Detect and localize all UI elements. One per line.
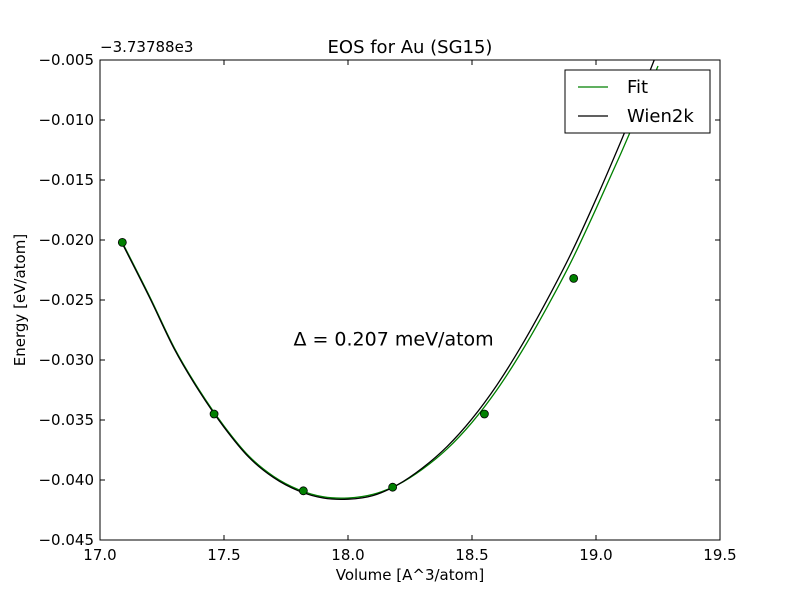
legend-wien2k-label: Wien2k xyxy=(627,106,694,127)
y-tick-label: −0.035 xyxy=(38,411,94,429)
y-tick-label: −0.005 xyxy=(38,51,94,69)
annotation-layer: Δ = 0.207 meV/atom xyxy=(293,329,493,351)
data-point xyxy=(479,409,489,419)
x-tick-label: 18.0 xyxy=(331,546,364,564)
x-axis-ticks: 17.0 17.5 18.0 18.5 19.0 19.5 xyxy=(83,60,737,564)
x-tick-label: 19.0 xyxy=(579,546,612,564)
data-point xyxy=(117,237,127,247)
data-point xyxy=(298,486,308,496)
x-tick-label: 17.5 xyxy=(207,546,240,564)
plot-frame xyxy=(99,59,721,541)
data-point xyxy=(209,409,219,419)
legend-fit-label: Fit xyxy=(627,77,648,98)
x-tick-label: 17.0 xyxy=(83,546,116,564)
y-tick-label: −0.015 xyxy=(38,171,94,189)
legend: Fit Wien2k xyxy=(564,69,711,134)
y-tick-label: −0.030 xyxy=(38,351,94,369)
y-axis-label: Energy [eV/atom] xyxy=(11,234,29,366)
data-point xyxy=(388,482,398,492)
y-tick-label: −0.025 xyxy=(38,291,94,309)
y-axis-ticks: −0.005 −0.010 −0.015 −0.020 −0.025 −0.030 −0.0… xyxy=(38,51,720,549)
legend-box xyxy=(564,69,711,134)
data-point xyxy=(569,273,579,283)
y-tick-label: −0.010 xyxy=(38,111,94,129)
y-tick-label: −0.045 xyxy=(38,531,94,549)
delta-annotation: Δ = 0.207 meV/atom xyxy=(293,329,493,351)
y-tick-label: −0.020 xyxy=(38,231,94,249)
x-axis-label: Volume [A^3/atom] xyxy=(336,566,485,584)
x-tick-label: 19.5 xyxy=(703,546,736,564)
chart-title: EOS for Au (SG15) xyxy=(328,37,493,58)
y-tick-label: −0.040 xyxy=(38,471,94,489)
x-tick-label: 18.5 xyxy=(455,546,488,564)
data-points xyxy=(117,237,579,496)
series-line-wien2k xyxy=(121,60,655,501)
y-offset-label: −3.73788e3 xyxy=(100,38,193,56)
